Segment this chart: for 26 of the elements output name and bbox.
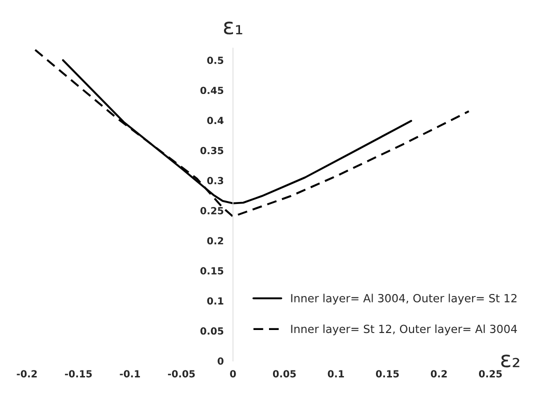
x-tick-label: 0.2: [430, 370, 447, 378]
y-tick-label: 0.35: [200, 146, 224, 154]
y-tick-label: 0.1: [207, 297, 224, 305]
y-tick-label: 0.3: [207, 176, 224, 184]
x-tick-label: -0.1: [120, 370, 140, 378]
y-tick-label: 0.15: [200, 267, 224, 275]
y-tick-label: 0.45: [200, 86, 224, 94]
legend-label: Inner layer= Al 3004, Outer layer= St 12: [291, 294, 516, 305]
x-tick-label: 0: [230, 370, 236, 378]
y-tick-label: 0.25: [200, 207, 224, 214]
x-tick-label: 0.15: [376, 370, 399, 378]
x-tick-label: -0.05: [168, 370, 195, 378]
y-tick-label: 0.5: [207, 56, 224, 64]
line-series: [34, 48, 470, 218]
y-axis-title: ε₁: [224, 22, 242, 34]
x-tick-label: -0.2: [16, 370, 37, 378]
x-axis-title: ε₂: [501, 354, 520, 368]
y-tick-label: 0.2: [207, 237, 224, 244]
x-tick-label: -0.15: [64, 370, 92, 378]
y-tick-label: 0.05: [200, 327, 224, 335]
x-tick-label: 0.1: [328, 370, 344, 378]
x-tick-label: 0.25: [478, 370, 502, 378]
legend-label: Inner layer= St 12, Outer layer= Al 3004: [291, 324, 517, 336]
y-tick-label: 0.4: [207, 116, 224, 124]
y-tick-label: 0: [218, 357, 224, 365]
x-tick-label: 0.05: [272, 370, 296, 378]
